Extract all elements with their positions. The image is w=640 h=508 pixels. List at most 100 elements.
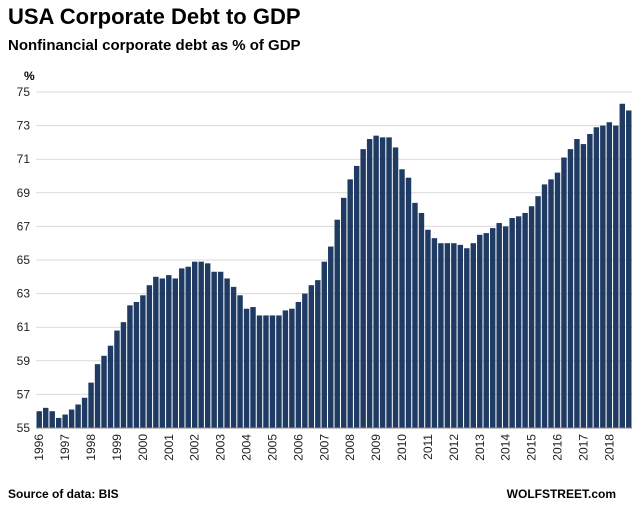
x-tick-label: 2001: [162, 434, 176, 461]
x-tick-label: 2015: [525, 434, 539, 461]
bar: [451, 243, 457, 428]
x-tick-label: 2012: [447, 434, 461, 461]
bar: [438, 243, 444, 428]
bar: [399, 169, 405, 428]
x-tick-label: 2005: [265, 434, 279, 461]
x-tick-label: 1999: [110, 434, 124, 461]
bar: [619, 103, 626, 428]
x-tick-label: 2013: [473, 434, 487, 461]
x-tick-label: 1998: [84, 434, 98, 461]
bar: [75, 404, 81, 428]
bar: [295, 302, 302, 428]
watermark: WOLFSTREET.com: [507, 487, 616, 501]
bar: [489, 228, 496, 428]
y-tick-label: 61: [17, 320, 31, 334]
x-tick-label: 1996: [32, 434, 46, 461]
bar: [496, 223, 502, 428]
bar: [62, 414, 68, 428]
bar: [211, 271, 217, 428]
bar: [256, 315, 263, 428]
x-tick-label: 2011: [421, 434, 435, 460]
y-tick-label: 65: [17, 253, 31, 267]
bar: [166, 275, 172, 428]
bar: [198, 261, 204, 428]
y-tick-label: 73: [17, 119, 31, 133]
bar: [580, 144, 587, 428]
chart-subtitle: Nonfinancial corporate debt as % of GDP: [8, 37, 301, 54]
bar: [68, 409, 75, 428]
x-tick-label: 2017: [576, 434, 590, 461]
bar: [315, 280, 321, 428]
bar: [470, 243, 477, 428]
bar: [528, 206, 535, 428]
x-tick-label: 2000: [136, 434, 150, 461]
bar: [179, 268, 185, 428]
bar: [140, 295, 146, 428]
bar: [308, 285, 315, 428]
bar: [392, 147, 399, 428]
bar: [626, 110, 632, 428]
y-tick-label: 69: [17, 186, 31, 200]
y-tick-label: 71: [17, 152, 31, 166]
source: Source of data: BIS: [8, 487, 119, 501]
bar: [360, 149, 366, 428]
bar: [81, 397, 88, 428]
bar: [88, 382, 94, 428]
y-tick-label: 57: [17, 387, 31, 401]
bar: [230, 286, 237, 428]
y-tick-label: 63: [17, 287, 31, 301]
bar: [172, 278, 179, 428]
bar: [204, 263, 211, 428]
x-tick-label: 2003: [214, 434, 228, 461]
bar: [36, 411, 42, 428]
bar: [593, 127, 600, 428]
bar: [49, 411, 55, 428]
bar: [224, 278, 230, 428]
bar: [263, 315, 269, 428]
bar: [457, 244, 464, 428]
bar: [217, 271, 224, 428]
bar: [127, 305, 133, 428]
x-tick-label: 2007: [317, 434, 331, 461]
bar: [444, 243, 451, 428]
bar: [606, 122, 613, 429]
bar: [353, 165, 360, 429]
bar: [347, 179, 353, 428]
bar: [587, 134, 593, 428]
bar: [107, 345, 114, 428]
bar: [328, 246, 334, 428]
bar: [334, 219, 340, 428]
bar: [101, 355, 107, 428]
bar: [282, 310, 289, 428]
bar: [276, 315, 282, 428]
y-axis-label: %: [24, 69, 35, 83]
bar: [574, 139, 580, 429]
bar: [567, 149, 574, 428]
bar: [237, 295, 243, 428]
bar: [515, 216, 522, 428]
bar: [431, 238, 438, 428]
bar: [425, 229, 431, 428]
bar: [502, 226, 509, 428]
x-tick-label: 1997: [58, 434, 72, 461]
chart-title: USA Corporate Debt to GDP: [8, 4, 301, 29]
bar: [366, 139, 373, 429]
x-tick-label: 2016: [551, 434, 565, 461]
bar: [477, 234, 483, 428]
bar: [114, 330, 120, 428]
bar: [379, 137, 386, 429]
bar: [321, 261, 328, 428]
bar: [373, 135, 379, 428]
bar: [94, 364, 101, 428]
x-tick-label: 2018: [602, 434, 616, 461]
bar: [159, 278, 166, 428]
bar: [464, 248, 470, 428]
x-tick-label: 2010: [395, 434, 409, 461]
bar: [535, 196, 541, 428]
y-tick-label: 59: [17, 354, 31, 368]
y-tick-label: 75: [17, 85, 31, 99]
bar: [386, 137, 392, 429]
x-tick-label: 2006: [291, 434, 305, 461]
bar: [554, 172, 561, 428]
bar: [405, 177, 412, 428]
